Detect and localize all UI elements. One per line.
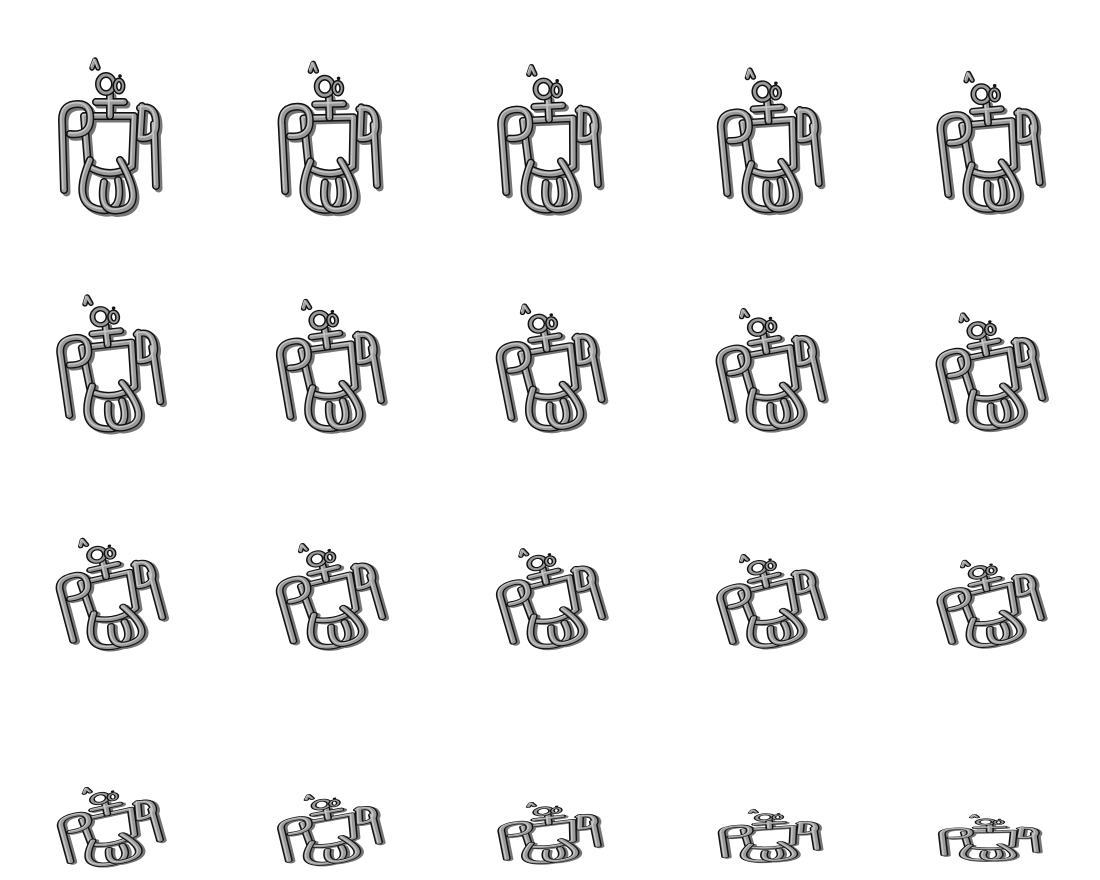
sculpture-frame-4 bbox=[716, 67, 826, 216]
sculpture-frame-13 bbox=[495, 548, 609, 651]
sculpture-frame-6 bbox=[56, 294, 167, 435]
sculpture-frame-16 bbox=[56, 787, 167, 868]
sculpture-frame-3 bbox=[497, 63, 605, 216]
sculpture-frame-14 bbox=[716, 554, 829, 650]
sculpture-frame-12 bbox=[275, 543, 390, 651]
sculpture-frame-11 bbox=[55, 537, 170, 652]
sculpture-frame-1 bbox=[58, 57, 163, 217]
sculpture-frame-8 bbox=[495, 303, 609, 434]
sculpture-frame-2 bbox=[277, 60, 384, 217]
sculpture-frame-5 bbox=[936, 70, 1047, 215]
sculpture-frame-18 bbox=[497, 801, 605, 865]
sculpture-frame-7 bbox=[275, 298, 388, 434]
sculpture-frame-20 bbox=[937, 814, 1043, 862]
sculpture-frame-19 bbox=[717, 808, 824, 864]
sculpture-frame-15 bbox=[936, 559, 1048, 649]
sculpture-frame-9 bbox=[715, 307, 829, 433]
sculpture-frame-10 bbox=[935, 312, 1050, 433]
sculpture-frame-17 bbox=[277, 794, 386, 867]
